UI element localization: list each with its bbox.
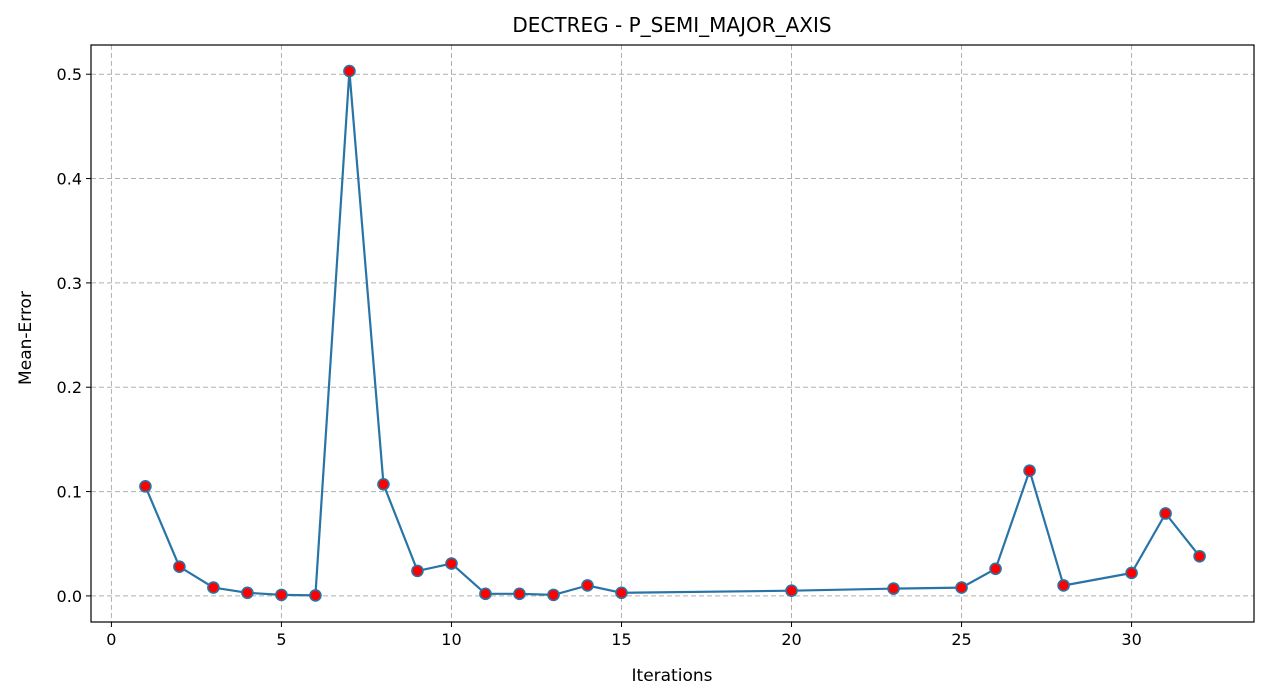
y-tick-label: 0.5: [57, 65, 82, 84]
data-point: [479, 587, 492, 601]
axis-ticks: 0 5 10 15 20 25 30 0.0 0.1 0.2 0.3 0.4 0.5: [57, 65, 1142, 649]
y-axis-label: Mean-Error: [16, 291, 36, 385]
x-tick-label: 15: [611, 630, 631, 649]
data-point: [955, 581, 968, 594]
y-tick-label: 0.1: [57, 483, 82, 502]
x-tick-label: 0: [106, 630, 116, 649]
data-point: [1057, 579, 1070, 592]
data-point: [581, 579, 594, 592]
data-point: [275, 588, 288, 602]
data-point: [615, 586, 628, 600]
series-line-group: [144, 69, 1201, 597]
data-point: [1023, 464, 1036, 478]
x-tick-label: 10: [441, 630, 461, 649]
x-axis-label: Iterations: [632, 666, 713, 686]
chart-title: DECTREG - P_SEMI_MAJOR_AXIS: [512, 13, 831, 37]
x-tick-label: 30: [1121, 630, 1141, 649]
y-tick-label: 0.4: [57, 170, 82, 189]
data-point: [343, 64, 356, 78]
x-tick-label: 25: [951, 630, 971, 649]
plot-area-frame: [90, 44, 1255, 623]
data-point: [241, 586, 254, 600]
data-point: [547, 588, 560, 602]
data-point: [411, 564, 424, 578]
data-point: [513, 587, 526, 601]
data-point: [887, 582, 900, 595]
y-tick-label: 0.3: [57, 274, 82, 293]
y-tick-label: 0.0: [57, 587, 82, 606]
data-point: [207, 581, 220, 594]
grid: [91, 45, 1254, 622]
data-point: [1159, 507, 1172, 520]
data-point: [1193, 549, 1206, 563]
x-tick-label: 5: [276, 630, 286, 649]
data-point-group: [139, 64, 1206, 602]
data-point: [989, 562, 1002, 576]
data-point: [445, 557, 458, 570]
data-point: [785, 584, 798, 597]
x-tick-label: 20: [781, 630, 801, 649]
data-point: [139, 480, 152, 493]
data-point: [173, 560, 186, 573]
series-line: [144, 69, 1201, 597]
data-point: [309, 589, 322, 602]
y-tick-label: 0.2: [57, 378, 82, 397]
data-point: [1125, 566, 1138, 580]
data-point: [377, 477, 390, 491]
